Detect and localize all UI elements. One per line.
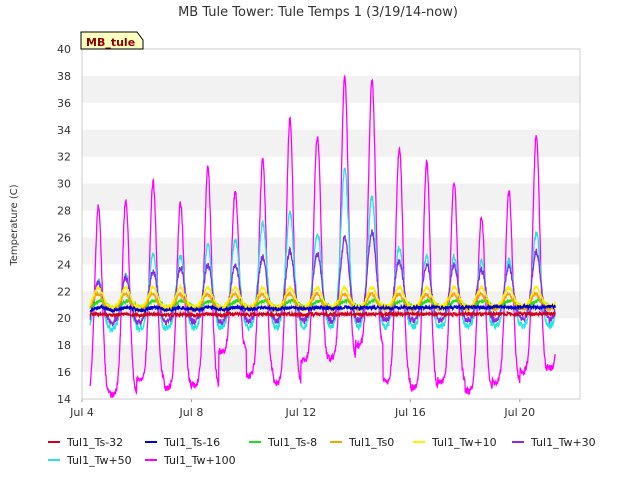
plot-background — [82, 49, 580, 399]
grid-band — [82, 75, 580, 103]
series-lines — [89, 74, 556, 398]
x-tick-label: Jul 16 — [394, 406, 426, 419]
legend-label: Tul1_Tw+10 — [431, 436, 497, 449]
series-line — [89, 302, 556, 315]
legend: Tul1_Ts-32 Tul1_Ts-16 Tul1_Ts-8 Tul1_Ts0 Tul… — [48, 436, 596, 467]
legend-label: Tul1_Tw+50 — [66, 454, 132, 467]
badge-label: MB_tule — [86, 36, 135, 49]
legend-label: Tul1_Ts0 — [348, 436, 394, 449]
y-tick-label: 30 — [57, 178, 71, 191]
y-axis-label: Temperature (C) — [9, 184, 20, 266]
y-tick-label: 40 — [57, 43, 71, 56]
legend-label: Tul1_Tw+30 — [530, 436, 596, 449]
plot-frame — [81, 48, 581, 400]
y-tick-label: 38 — [57, 70, 71, 83]
x-tick-label: Jul 4 — [69, 406, 94, 419]
y-tick-label: 16 — [57, 366, 71, 379]
y-tick-label: 14 — [57, 393, 71, 406]
legend-label: Tul1_Tw+100 — [163, 454, 236, 467]
plot-area — [82, 49, 580, 399]
series-line — [89, 309, 556, 320]
badge-shape — [80, 31, 144, 50]
legend-label: Tul1_Ts-16 — [163, 436, 220, 449]
y-tick-label: 34 — [57, 124, 71, 137]
y-tick-label: 36 — [57, 97, 71, 110]
series-line — [89, 283, 556, 311]
y-tick-label: 18 — [57, 339, 71, 352]
y-tick-label: 24 — [57, 258, 71, 271]
legend-label: Tul1_Ts-8 — [267, 436, 317, 449]
y-tick-label: 22 — [57, 285, 71, 298]
site-badge: MB_tule — [80, 31, 144, 50]
x-axis-ticks: Jul 4 Jul 8 Jul 12 Jul 16 Jul 20 — [69, 399, 535, 419]
grid-band — [82, 183, 580, 211]
x-tick-label: Jul 12 — [285, 406, 317, 419]
y-tick-label: 32 — [57, 151, 71, 164]
chart-title: MB Tule Tower: Tule Temps 1 (3/19/14-now… — [178, 5, 458, 20]
y-axis-ticks: 14 16 18 20 22 24 26 28 30 32 34 36 38 40 — [57, 43, 71, 406]
series-line — [89, 229, 556, 327]
grid-band — [82, 237, 580, 265]
x-tick-label: Jul 8 — [179, 406, 204, 419]
y-tick-label: 26 — [57, 231, 71, 244]
plot-border — [81, 48, 581, 400]
grid-band — [82, 129, 580, 157]
y-tick-label: 28 — [57, 205, 71, 218]
legend-label: Tul1_Ts-32 — [66, 436, 123, 449]
x-tick-label: Jul 20 — [503, 406, 535, 419]
y-tick-label: 20 — [57, 312, 71, 325]
